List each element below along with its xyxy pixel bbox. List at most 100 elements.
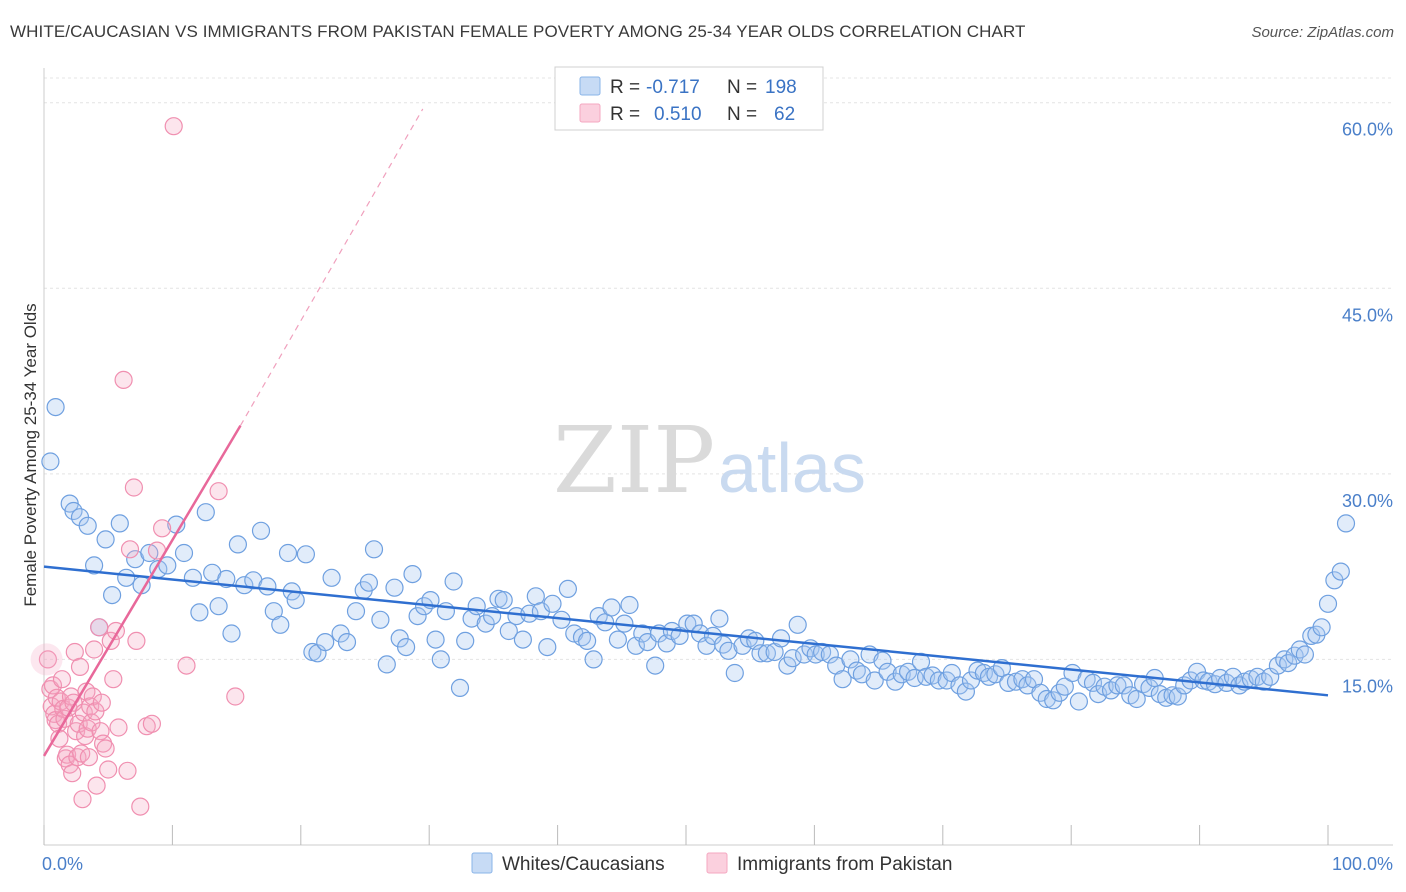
point-whites xyxy=(346,602,366,621)
point-whites xyxy=(543,594,562,613)
point-whites xyxy=(783,649,802,668)
point-pakistan xyxy=(79,748,99,767)
point-pakistan xyxy=(124,478,143,497)
point-whites xyxy=(102,585,122,605)
point-whites xyxy=(456,631,475,651)
point-pakistan xyxy=(83,687,102,706)
point-pakistan xyxy=(153,519,172,538)
point-whites xyxy=(96,530,115,549)
point-whites xyxy=(757,644,777,663)
trend-lines xyxy=(42,108,1329,757)
point-whites xyxy=(1168,687,1187,706)
y-tick-label: 45.0% xyxy=(1342,305,1393,325)
point-pakistan xyxy=(96,739,115,758)
source-label: Source: ZipAtlas.com xyxy=(1251,24,1394,41)
point-whites xyxy=(278,543,298,563)
point-whites xyxy=(710,609,729,628)
point-whites xyxy=(450,678,470,698)
legend-r-value-whites: -0.717 xyxy=(646,77,700,98)
point-whites xyxy=(956,682,976,701)
point-pakistan xyxy=(226,687,245,706)
point-pakistan xyxy=(90,618,109,637)
point-pakistan xyxy=(120,540,140,559)
legend-n-value-whites: 198 xyxy=(765,77,797,98)
point-whites xyxy=(271,615,290,634)
point-whites xyxy=(258,577,277,596)
bottom-legend-label-pakistan: Immigrants from Pakistan xyxy=(737,854,952,875)
point-pakistan xyxy=(66,722,86,741)
point-pakistan xyxy=(92,693,111,712)
bottom-legend-swatch-whites xyxy=(471,852,493,874)
point-whites xyxy=(183,568,202,587)
point-pakistan xyxy=(142,714,161,733)
point-whites xyxy=(371,610,390,629)
point-whites xyxy=(513,630,533,649)
point-whites xyxy=(117,568,136,587)
legend-r-value-pakistan: 0.510 xyxy=(654,104,702,125)
point-whites xyxy=(608,630,628,649)
point-whites xyxy=(1331,562,1350,581)
data-points xyxy=(30,117,1356,816)
point-whites xyxy=(1336,514,1356,533)
point-pakistan xyxy=(70,657,90,677)
point-whites xyxy=(1140,678,1159,698)
point-whites xyxy=(316,632,335,652)
point-whites xyxy=(873,651,892,670)
point-whites xyxy=(494,590,513,610)
point-whites xyxy=(228,535,247,554)
point-pakistan xyxy=(99,760,118,779)
point-pakistan xyxy=(52,670,72,689)
point-whites xyxy=(377,655,396,674)
y-axis-label: Female Poverty Among 25-34 Year Olds xyxy=(21,303,40,606)
point-pakistan xyxy=(127,631,146,651)
point-whites xyxy=(403,564,422,584)
point-whites xyxy=(558,579,578,599)
point-whites xyxy=(444,572,463,591)
point-whites xyxy=(1069,692,1089,711)
point-pakistan xyxy=(93,734,113,753)
point-whites xyxy=(196,503,215,522)
trend-line-whites xyxy=(43,565,1329,697)
legend-r-label: R = xyxy=(610,77,640,98)
point-whites xyxy=(190,603,209,622)
point-whites xyxy=(1290,640,1309,659)
point-whites xyxy=(431,650,450,669)
legend-swatch-whites xyxy=(579,76,601,96)
point-whites xyxy=(1044,691,1063,710)
point-pakistan xyxy=(164,117,183,136)
watermark: ZIP atlas xyxy=(553,407,866,514)
point-whites xyxy=(78,516,97,535)
point-whites xyxy=(1083,673,1103,693)
legend: R = -0.717 N = 198 R = 0.510 N = 62 xyxy=(554,66,824,131)
axes: 15.0% 30.0% 45.0% 60.0% 0.0% 100.0% xyxy=(42,68,1393,874)
y-tick-label: 15.0% xyxy=(1342,676,1393,696)
bottom-legend: Whites/Caucasians Immigrants from Pakist… xyxy=(471,852,952,875)
point-pakistan xyxy=(109,718,128,737)
point-whites xyxy=(538,637,557,657)
point-whites xyxy=(209,597,228,616)
point-pakistan xyxy=(131,797,150,816)
y-tick-label: 30.0% xyxy=(1342,491,1393,511)
point-pakistan xyxy=(118,761,137,780)
point-whites xyxy=(41,452,60,471)
point-whites xyxy=(467,597,486,616)
x-tick-label-max: 100.0% xyxy=(1332,854,1393,874)
point-whites xyxy=(865,671,884,690)
point-whites xyxy=(602,598,621,617)
legend-swatch-pakistan xyxy=(579,103,601,123)
point-pakistan xyxy=(177,656,196,675)
bottom-legend-swatch-pakistan xyxy=(706,852,728,874)
bottom-legend-label-whites: Whites/Caucasians xyxy=(502,854,665,875)
point-whites xyxy=(426,630,445,649)
point-whites xyxy=(719,641,738,660)
point-whites xyxy=(1055,677,1074,696)
trend-line-pakistan-extension xyxy=(239,108,424,426)
point-whites xyxy=(296,545,315,564)
point-pakistan xyxy=(63,764,82,783)
point-whites xyxy=(1295,645,1315,664)
point-whites xyxy=(1312,618,1331,637)
chart-title: WHITE/CAUCASIAN VS IMMIGRANTS FROM PAKIS… xyxy=(10,22,1026,41)
point-pakistan xyxy=(73,790,92,809)
point-whites xyxy=(397,637,416,657)
